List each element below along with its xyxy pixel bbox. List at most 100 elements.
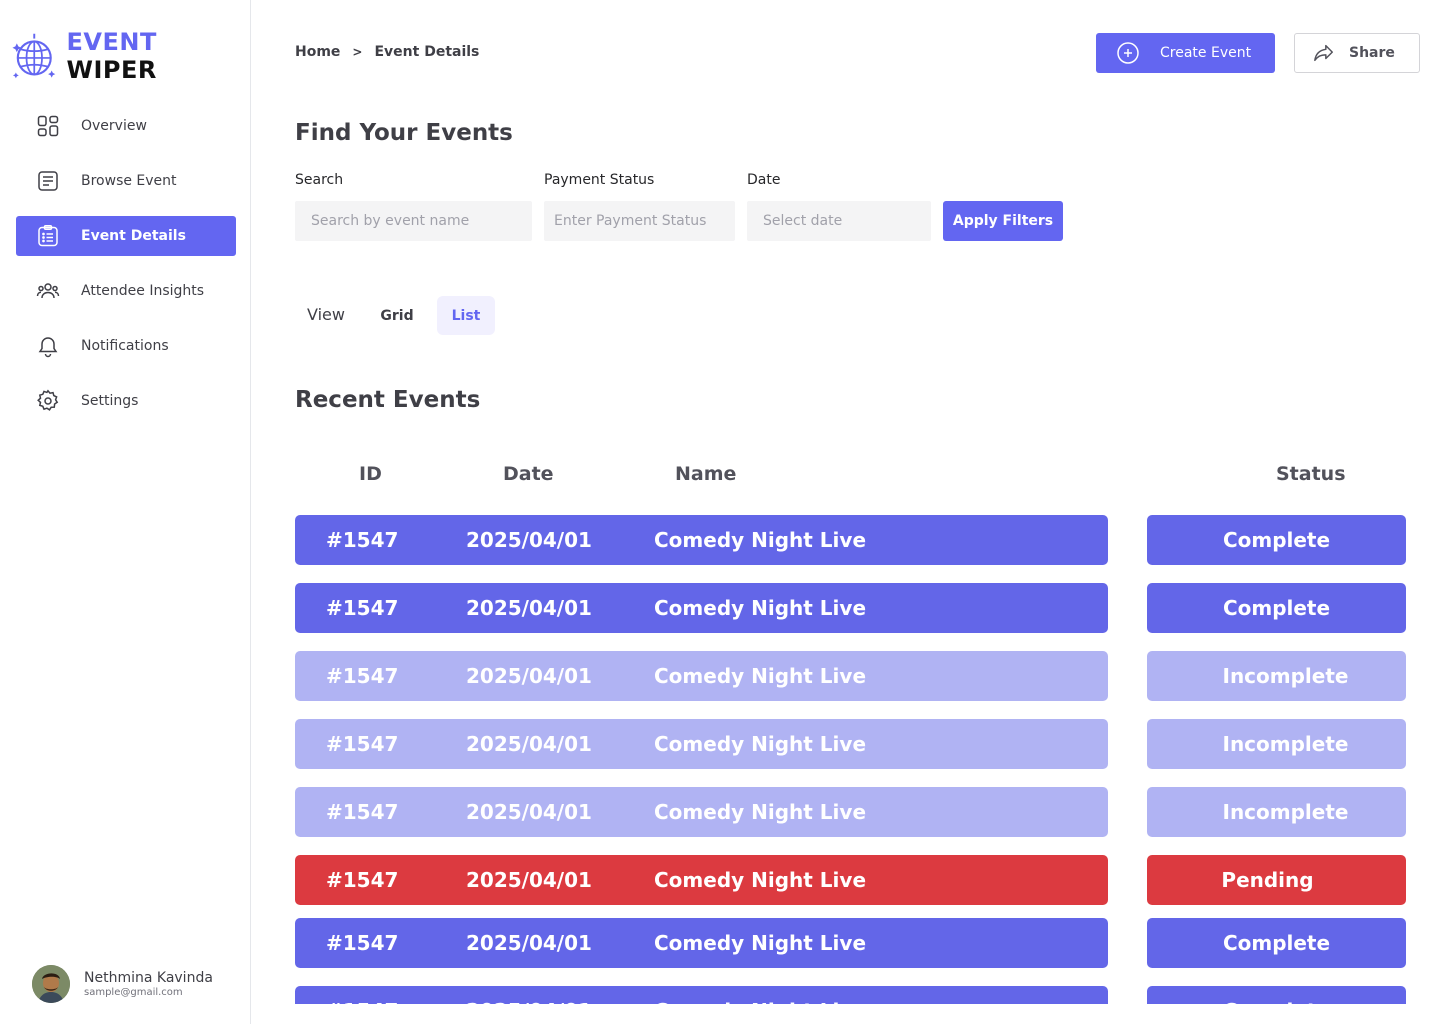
document-icon	[38, 171, 58, 191]
table-row[interactable]: #1547 2025/04/01 Comedy Night Live Complete	[295, 986, 1406, 1004]
row-date: 2025/04/01	[466, 664, 592, 688]
user-email: sample@gmail.com	[84, 987, 183, 998]
sidebar-item-overview[interactable]: Overview	[16, 106, 236, 146]
users-icon	[36, 283, 60, 299]
table-row[interactable]: #1547 2025/04/01 Comedy Night Live Complete	[295, 583, 1406, 633]
row-date: 2025/04/01	[466, 931, 592, 955]
view-grid-tab[interactable]: Grid	[380, 307, 414, 324]
payment-status-input[interactable]	[544, 201, 735, 241]
view-list-tab[interactable]: List	[437, 296, 495, 335]
sidebar-item-attendee-insights[interactable]: Attendee Insights	[16, 271, 236, 311]
sidebar-item-label: Overview	[81, 118, 147, 134]
brand-name-part2: WIPER	[66, 56, 157, 84]
column-header-status: Status	[1276, 463, 1346, 485]
search-input[interactable]	[295, 201, 532, 241]
row-name: Comedy Night Live	[654, 931, 867, 955]
sidebar-item-label: Event Details	[81, 228, 186, 244]
sidebar: EVENT WIPER Overview Browse Event	[0, 0, 251, 1024]
disco-ball-icon	[12, 33, 56, 79]
row-name: Comedy Night Live	[654, 664, 867, 688]
payment-status-label: Payment Status	[544, 172, 655, 188]
row-date: 2025/04/01	[466, 800, 592, 824]
row-main-bar: #1547 2025/04/01 Comedy Night Live	[295, 515, 1108, 565]
row-id: #1547	[326, 732, 399, 756]
sidebar-item-settings[interactable]: Settings	[16, 381, 236, 421]
row-name: Comedy Night Live	[654, 868, 867, 892]
sidebar-item-event-details[interactable]: Event Details	[16, 216, 236, 256]
column-header-date: Date	[503, 463, 554, 485]
sidebar-item-label: Notifications	[81, 338, 169, 354]
row-main-bar: #1547 2025/04/01 Comedy Night Live	[295, 855, 1108, 905]
row-id: #1547	[326, 800, 399, 824]
sidebar-nav: Overview Browse Event Event Details At	[16, 106, 236, 436]
recent-events-title: Recent Events	[295, 387, 481, 413]
row-name: Comedy Night Live	[654, 732, 867, 756]
row-id: #1547	[326, 931, 399, 955]
row-name: Comedy Night Live	[654, 528, 867, 552]
brand-logo[interactable]: EVENT WIPER	[12, 28, 250, 84]
share-icon	[1314, 44, 1333, 62]
table-row[interactable]: #1547 2025/04/01 Comedy Night Live Complete	[295, 515, 1406, 565]
user-profile[interactable]: Nethmina Kavinda sample@gmail.com	[32, 965, 213, 1003]
status-badge: Incomplete	[1147, 787, 1406, 837]
row-main-bar: #1547 2025/04/01 Comedy Night Live	[295, 583, 1108, 633]
sidebar-item-notifications[interactable]: Notifications	[16, 326, 236, 366]
status-badge: Incomplete	[1147, 719, 1406, 769]
row-name: Comedy Night Live	[654, 800, 867, 824]
brand-name: EVENT WIPER	[67, 28, 250, 84]
table-row[interactable]: #1547 2025/04/01 Comedy Night Live Incomple…	[295, 651, 1406, 701]
breadcrumb-separator: >	[352, 45, 363, 59]
plus-circle-icon	[1117, 42, 1139, 64]
create-event-label: Create Event	[1160, 45, 1252, 61]
date-input[interactable]	[747, 201, 931, 241]
row-name: Comedy Night Live	[654, 986, 866, 1004]
breadcrumb-home[interactable]: Home	[295, 44, 341, 60]
row-date: 2025/04/01	[466, 732, 592, 756]
sidebar-item-label: Settings	[81, 393, 139, 409]
status-badge: Pending	[1147, 855, 1406, 905]
brand-name-part1: EVENT	[66, 28, 157, 56]
bell-icon	[38, 337, 58, 358]
view-label: View	[307, 305, 345, 324]
row-main-bar: #1547 2025/04/01 Comedy Night Live	[295, 787, 1108, 837]
row-id: #1547	[326, 986, 398, 1004]
column-header-name: Name	[675, 463, 737, 485]
sidebar-item-browse-event[interactable]: Browse Event	[16, 161, 236, 201]
row-main-bar: #1547 2025/04/01 Comedy Night Live	[295, 719, 1108, 769]
row-date: 2025/04/01	[466, 528, 592, 552]
table-row[interactable]: #1547 2025/04/01 Comedy Night Live Incomple…	[295, 787, 1406, 837]
create-event-button[interactable]: Create Event	[1096, 33, 1275, 73]
row-name: Comedy Night Live	[654, 596, 867, 620]
row-main-bar: #1547 2025/04/01 Comedy Night Live	[295, 918, 1108, 968]
search-label: Search	[295, 172, 344, 188]
sidebar-item-label: Browse Event	[81, 173, 177, 189]
breadcrumb: Home > Event Details	[295, 44, 479, 60]
column-header-id: ID	[359, 463, 382, 485]
row-date: 2025/04/01	[466, 868, 592, 892]
share-button[interactable]: Share	[1294, 33, 1420, 73]
table-row[interactable]: #1547 2025/04/01 Comedy Night Live Complete	[295, 918, 1406, 968]
row-date: 2025/04/01	[466, 596, 592, 620]
page-title: Find Your Events	[295, 120, 513, 146]
row-date: 2025/04/01	[466, 986, 592, 1004]
user-name: Nethmina Kavinda	[84, 970, 213, 986]
sidebar-item-label: Attendee Insights	[81, 283, 205, 299]
date-label: Date	[747, 172, 781, 188]
row-id: #1547	[326, 664, 399, 688]
status-badge: Complete	[1147, 986, 1406, 1004]
events-table: #1547 2025/04/01 Comedy Night Live Complete…	[295, 0, 1406, 1004]
apply-filters-button[interactable]: Apply Filters	[943, 201, 1063, 241]
row-main-bar: #1547 2025/04/01 Comedy Night Live	[295, 651, 1108, 701]
row-id: #1547	[326, 868, 399, 892]
status-badge: Incomplete	[1147, 651, 1406, 701]
breadcrumb-current: Event Details	[374, 44, 480, 60]
row-main-bar: #1547 2025/04/01 Comedy Night Live	[295, 986, 1108, 1004]
grid-icon	[37, 115, 59, 137]
row-id: #1547	[326, 528, 399, 552]
avatar	[32, 965, 70, 1003]
table-row[interactable]: #1547 2025/04/01 Comedy Night Live Incomple…	[295, 719, 1406, 769]
status-badge: Complete	[1147, 583, 1406, 633]
share-label: Share	[1349, 45, 1395, 61]
table-row[interactable]: #1547 2025/04/01 Comedy Night Live Pending	[295, 855, 1406, 905]
status-badge: Complete	[1147, 918, 1406, 968]
